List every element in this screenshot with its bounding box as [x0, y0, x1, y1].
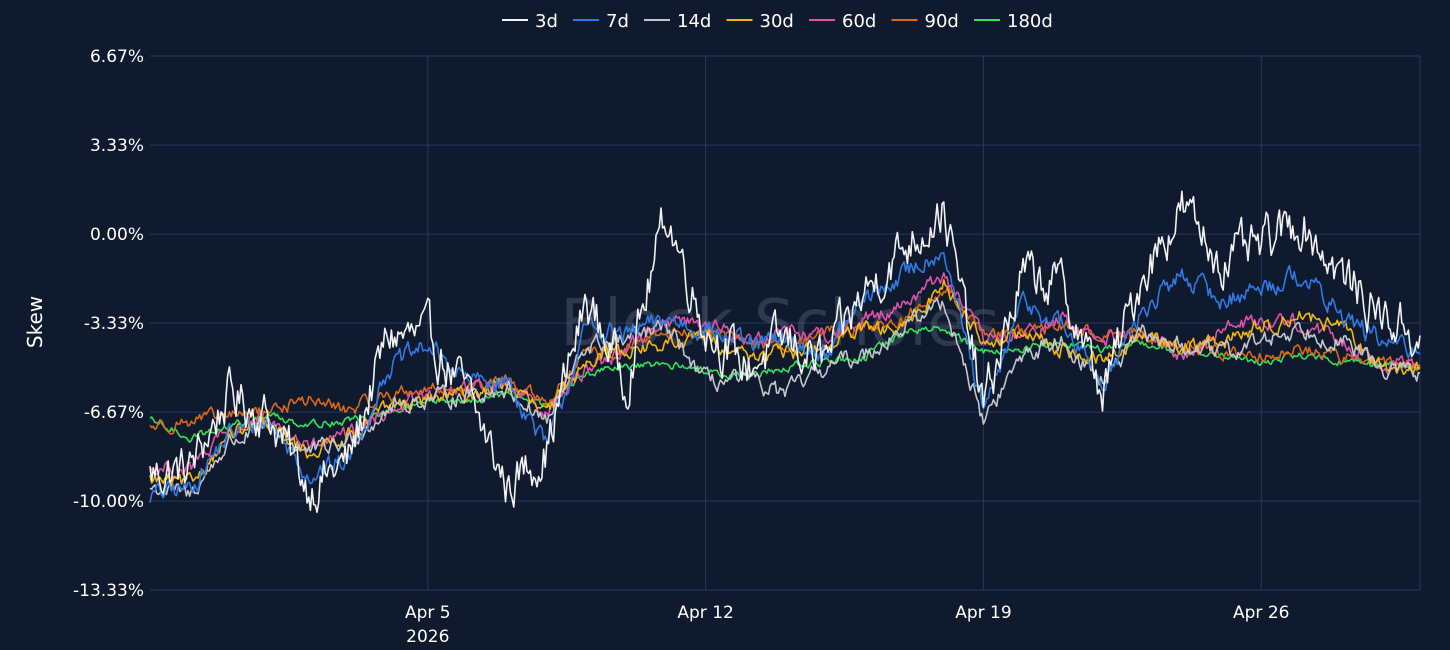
legend-item-180d[interactable]: 180d [974, 11, 1053, 32]
legend-item-30d[interactable]: 30d [726, 11, 794, 32]
x-tick-sublabel: 2026 [406, 627, 449, 647]
legend-item-3d[interactable]: 3d [502, 11, 558, 32]
legend-label: 60d [842, 11, 876, 32]
legend-item-60d[interactable]: 60d [809, 11, 876, 32]
y-tick-label: -10.00% [73, 492, 144, 512]
y-axis-ticks: 6.67% 3.33% 0.00% -3.33% -6.67% -10.00% -13.33… [73, 47, 144, 601]
legend-item-90d[interactable]: 90d [891, 11, 959, 32]
series-lines [149, 190, 1421, 514]
legend[interactable]: 3d 7d 14d 30d 60d 90d 180d [502, 11, 1053, 32]
x-tick-label: Apr 19 [955, 603, 1011, 623]
x-tick-label: Apr 12 [677, 603, 733, 623]
y-tick-label: -6.67% [84, 403, 144, 423]
legend-item-7d[interactable]: 7d [573, 11, 629, 32]
y-tick-label: 6.67% [90, 47, 144, 67]
y-axis-label: Skew [23, 296, 47, 348]
x-tick-label: Apr 26 [1233, 603, 1289, 623]
y-tick-label: 3.33% [90, 136, 144, 156]
legend-label: 180d [1007, 11, 1053, 32]
legend-label: 7d [606, 11, 629, 32]
y-tick-label: -13.33% [73, 581, 144, 601]
x-axis-ticks: Apr 5 2026 Apr 12 Apr 19 Apr 26 [405, 603, 1289, 647]
series-line-7d [149, 252, 1421, 503]
grid-lines [150, 55, 1421, 591]
y-tick-label: 0.00% [90, 225, 144, 245]
legend-label: 90d [925, 11, 959, 32]
x-tick-label: Apr 5 [405, 603, 451, 623]
series-line-180d [149, 325, 1421, 443]
series-line-14d [149, 297, 1421, 497]
legend-label: 3d [535, 11, 558, 32]
y-tick-label: -3.33% [84, 314, 144, 334]
legend-label: 14d [677, 11, 711, 32]
legend-label: 30d [760, 11, 794, 32]
series-line-3d [149, 190, 1421, 514]
legend-item-14d[interactable]: 14d [644, 11, 711, 32]
